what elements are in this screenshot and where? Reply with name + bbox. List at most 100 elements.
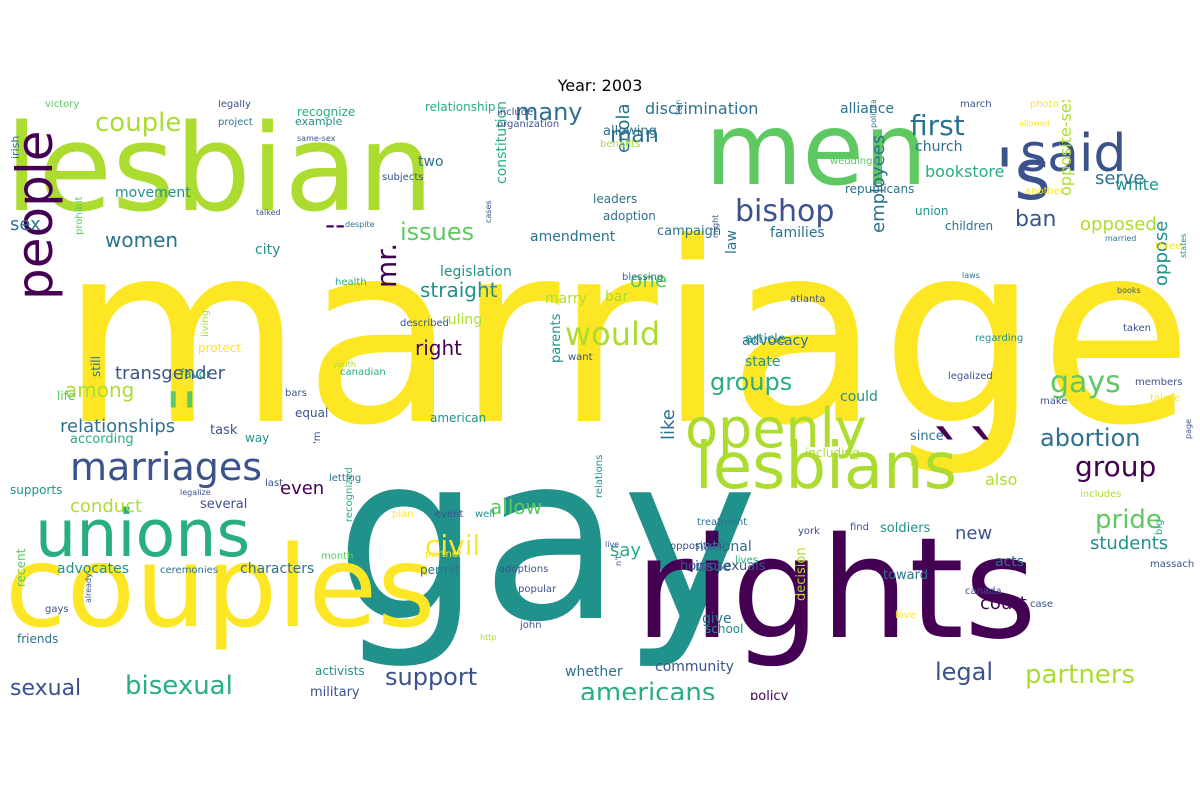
word-legal: legal <box>935 658 994 686</box>
word-characters: characters <box>240 561 315 577</box>
word-might: might <box>711 214 720 238</box>
word-parents: parents <box>549 313 564 363</box>
word-regarding: regarding <box>975 333 1024 344</box>
word-toronto: toronto <box>674 100 685 115</box>
word-many: many <box>515 100 583 126</box>
word-discrimination: discrimination <box>645 100 759 118</box>
word-issues: issues <box>400 218 475 246</box>
word-legalized: legalized <box>948 371 993 382</box>
word-state: state <box>745 354 781 370</box>
word-youth: youth <box>333 360 356 369</box>
word-couples: couples <box>5 523 436 653</box>
word-group: group <box>1075 450 1157 483</box>
word-leaders: leaders <box>593 192 638 206</box>
word-relations: relations <box>594 454 605 498</box>
word-ceremonies: ceremonies <box>160 565 219 576</box>
word-protect: protect <box>198 341 242 355</box>
word-sex: sex <box>10 214 41 235</box>
word-adoption: adoption <box>603 209 656 223</box>
word-partners: partners <box>1025 660 1136 690</box>
word-page: page <box>1184 419 1193 439</box>
word-allowed: allowed <box>1019 119 1050 128</box>
word-marry: marry <box>545 291 587 307</box>
word-equal: equal <box>295 406 329 420</box>
word-sexual: sexual <box>10 676 82 700</box>
word-right: right <box>415 336 462 360</box>
word-two: two <box>418 154 444 170</box>
word-could: could <box>840 389 878 405</box>
word-lives: lives <box>735 555 758 566</box>
word-ruling: ruling <box>442 312 483 328</box>
word-bars: bars <box>285 388 307 399</box>
word-decision: decision <box>794 547 809 601</box>
word-one: one <box>630 268 668 292</box>
word-popular: popular <box>518 584 557 595</box>
word-march: march <box>960 100 992 110</box>
word-families: families <box>770 225 825 241</box>
word-amendment: amendment <box>530 229 616 245</box>
word-another: another <box>1025 186 1065 197</box>
word-subjects: subjects <box>382 172 424 183</box>
word-would: would <box>565 315 661 353</box>
word-political: political <box>869 100 878 128</box>
word-canadian: canadian <box>340 367 386 378</box>
word-talese: talese <box>1150 393 1181 404</box>
word-event: event <box>435 509 464 520</box>
word-mr: mr. <box>370 242 403 288</box>
word-oppose: oppose <box>1151 220 1172 286</box>
word-gay: gay <box>335 406 759 673</box>
word-treatment: treatment <box>697 517 748 528</box>
word-http: http <box>480 633 497 642</box>
word-m: 'm <box>312 431 323 445</box>
word-members: members <box>1135 377 1183 388</box>
word-allowing: allowing <box>603 124 657 139</box>
word-way: way <box>245 431 270 445</box>
word-whether: whether <box>565 664 623 680</box>
word-case: case <box>1030 599 1053 610</box>
word-n-t: n't <box>614 555 623 566</box>
word-symbol: '' <box>165 380 198 450</box>
word-benefits: benefits <box>600 139 641 150</box>
chart-title: Year: 2003 <box>557 76 643 95</box>
word-said: said <box>1020 124 1127 184</box>
word-plan: plan <box>392 509 414 520</box>
word-project: project <box>218 117 253 128</box>
word-lesbians: lesbians <box>695 430 958 504</box>
word-states: states <box>1179 233 1188 258</box>
word-legally: legally <box>218 100 251 110</box>
word-toward: toward <box>883 568 929 583</box>
word-campaign: campaign <box>657 224 722 239</box>
word-also: also <box>985 470 1018 489</box>
word-allow: allow <box>490 495 542 519</box>
word-letting: letting <box>329 473 362 484</box>
word-relationship: relationship <box>425 100 496 114</box>
word-same-sex: same-sex <box>297 134 336 143</box>
word-photo: photo <box>1030 100 1059 110</box>
word-find: find <box>850 522 869 533</box>
word-opposite-sex: opposite-sex <box>1056 100 1075 196</box>
word-unions: unions <box>35 497 251 572</box>
word-give: give <box>702 611 732 627</box>
word-white: white <box>1115 175 1159 194</box>
word-bisexual: bisexual <box>125 671 233 700</box>
word-make: make <box>1040 396 1068 407</box>
word-already: already <box>84 573 93 603</box>
word-policy: policy <box>750 689 789 700</box>
word-students: students <box>1090 533 1169 554</box>
word-say: say <box>610 540 642 561</box>
word-marriages: marriages <box>70 445 263 489</box>
word-blessing: blessing <box>622 272 664 283</box>
word-atlanta: atlanta <box>790 294 826 305</box>
word-couple: couple <box>95 108 182 138</box>
word-acts: acts <box>995 554 1025 570</box>
word-several: several <box>200 497 248 512</box>
word-american: american <box>430 411 487 425</box>
word-irish: irish <box>9 135 22 159</box>
word-men: men <box>705 100 928 208</box>
word-opposed: opposed <box>1080 214 1157 235</box>
word-symbol: -- <box>325 208 346 241</box>
word-example: example <box>295 115 343 128</box>
word-americans: americans <box>580 678 716 700</box>
word-cloud: marriage gay lesbian men couples rights 's said… <box>5 100 1195 700</box>
word-children: children <box>945 219 994 233</box>
